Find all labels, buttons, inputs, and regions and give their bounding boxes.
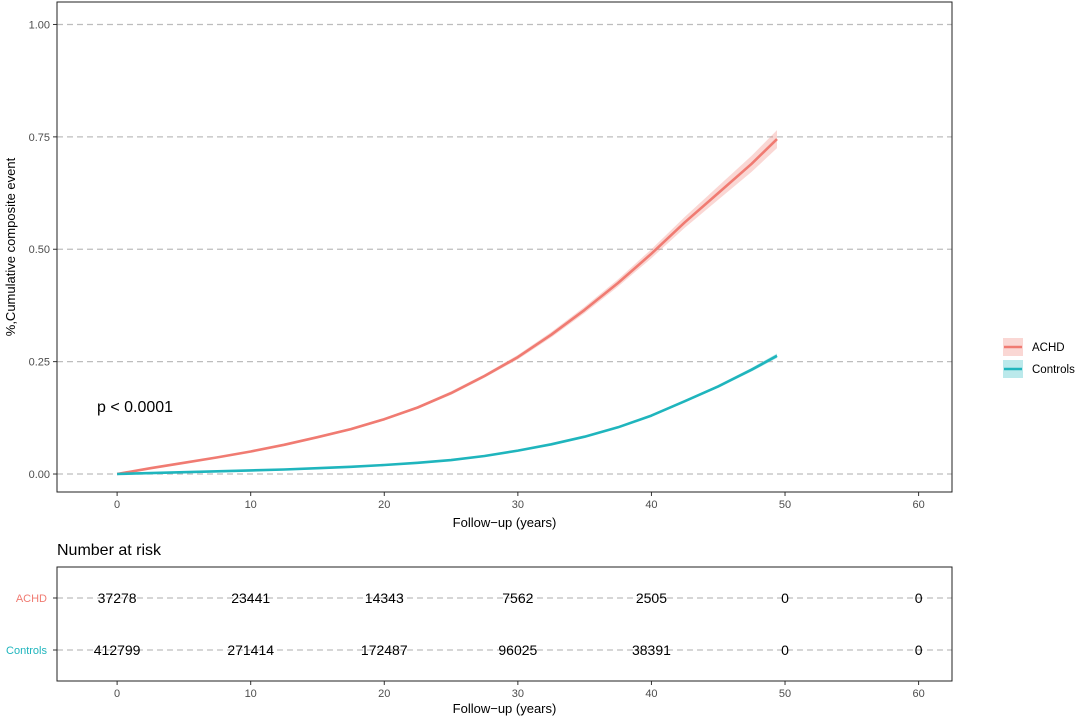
- y-tick-label: 0.25: [29, 357, 50, 369]
- risk-count-cell: 0: [915, 590, 923, 606]
- x-tick-label: 20: [378, 499, 390, 511]
- x-axis-title: Follow−up (years): [453, 515, 557, 530]
- x-tick-label: 40: [645, 499, 657, 511]
- legend-label: ACHD: [1032, 342, 1065, 354]
- risk-x-tick-label: 50: [779, 688, 791, 700]
- risk-x-tick-label: 10: [245, 688, 257, 700]
- plot-border: [56, 1, 953, 493]
- y-axis-title: %,Cumulative composite event: [3, 157, 18, 336]
- y-tick-label: 0.75: [29, 132, 50, 144]
- series-achd-ci-band: [117, 130, 778, 474]
- risk-count-cell: 0: [915, 642, 923, 658]
- risk-table-title: Number at risk: [57, 542, 162, 559]
- risk-x-tick-label: 0: [114, 688, 120, 700]
- risk-count-cell: 38391: [632, 642, 671, 658]
- risk-count-cell: 412799: [94, 642, 141, 658]
- risk-x-tick-label: 40: [645, 688, 657, 700]
- x-tick-label: 60: [912, 499, 924, 511]
- cumulative-event-plot: 0.00 0.25 0.50 0.75 1.00 0 10 20 30 40 50 60 p < 0.0…: [3, 1, 953, 530]
- y-tick-label: 0.50: [29, 244, 50, 256]
- risk-count-cell: 271414: [227, 642, 274, 658]
- risk-count-cell: 37278: [98, 590, 137, 606]
- risk-table-border: [56, 566, 953, 682]
- legend-label: Controls: [1032, 364, 1075, 376]
- y-tick-label: 1.00: [29, 19, 50, 31]
- series-controls-ci-band: [117, 353, 778, 474]
- risk-count-cell: 14343: [365, 590, 404, 606]
- x-tick-label: 0: [114, 499, 120, 511]
- risk-count-cell: 23441: [231, 590, 270, 606]
- series-controls-line: [117, 354, 778, 476]
- risk-x-tick-label: 20: [378, 688, 390, 700]
- y-tick-label: 0.00: [29, 469, 50, 481]
- legend: ACHD Controls: [1003, 338, 1075, 378]
- risk-x-tick-label: 60: [912, 688, 924, 700]
- number-at-risk-table: Number at risk ACHD 37278 23441 14343 7562 250…: [6, 542, 953, 716]
- risk-count-cell: 2505: [636, 590, 667, 606]
- risk-x-axis-title: Follow−up (years): [453, 701, 557, 716]
- x-tick-label: 10: [245, 499, 257, 511]
- x-tick-label: 30: [512, 499, 524, 511]
- risk-row-label: ACHD: [16, 593, 47, 605]
- p-value-annotation: p < 0.0001: [97, 399, 173, 416]
- risk-count-cell: 7562: [502, 590, 533, 606]
- series-achd-line: [116, 138, 778, 476]
- risk-x-tick-label: 30: [512, 688, 524, 700]
- risk-count-cell: 96025: [498, 642, 537, 658]
- x-tick-label: 50: [779, 499, 791, 511]
- risk-count-cell: 0: [781, 642, 789, 658]
- risk-count-cell: 172487: [361, 642, 408, 658]
- risk-count-cell: 0: [781, 590, 789, 606]
- risk-row-label: Controls: [6, 645, 47, 657]
